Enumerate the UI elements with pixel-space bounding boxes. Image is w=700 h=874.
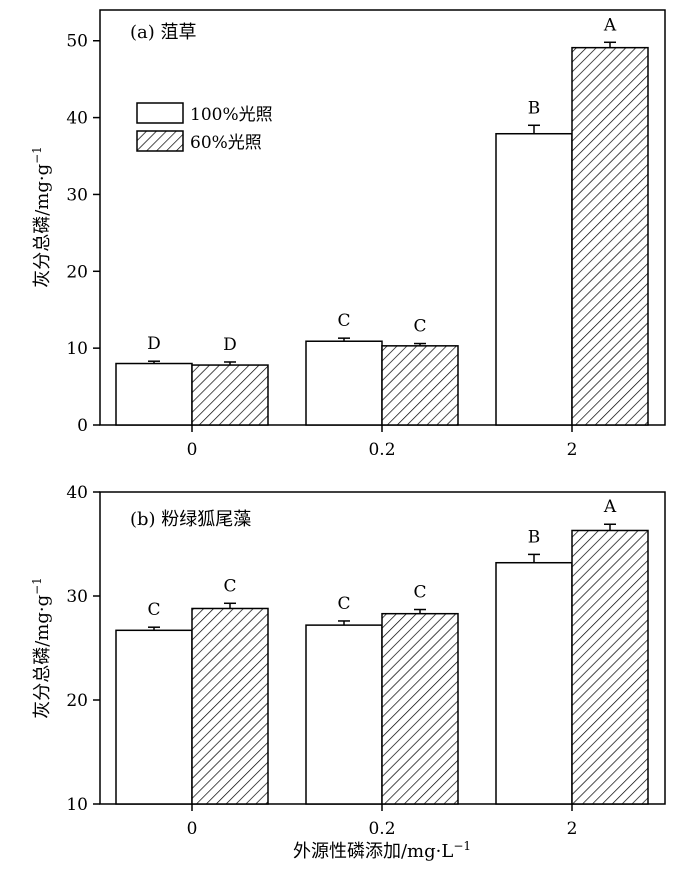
significance-letter: C: [337, 311, 350, 331]
bar-shade-0: [191, 607, 269, 805]
x-tick-label: 0: [187, 440, 198, 460]
bar-full-light-2: [495, 561, 573, 805]
significance-letter: B: [528, 527, 541, 547]
significance-letter: D: [147, 334, 161, 354]
bar-full-light-0: [115, 362, 193, 426]
y-tick-label: 10: [66, 339, 88, 359]
significance-letter: C: [337, 594, 350, 614]
legend: 100%光照 60%光照: [136, 102, 273, 153]
significance-letter: D: [223, 335, 237, 355]
significance-letter: B: [528, 98, 541, 118]
y-axis-label-b-text: 灰分总磷/mg·g: [32, 595, 53, 719]
y-tick-label: 10: [66, 795, 88, 815]
panel-title-a: (a) 菹草: [130, 22, 197, 43]
svg-text:灰分总磷/mg·g−1: 灰分总磷/mg·g−1: [30, 577, 53, 719]
y-axis-label-b: 灰分总磷/mg·g−1: [30, 577, 53, 719]
bar-full-light-2: [495, 132, 573, 426]
bars-b: C C B C C A: [115, 497, 649, 805]
x-ticks-b: 0 0.2 2: [187, 804, 578, 839]
y-tick-label: 30: [66, 185, 88, 205]
significance-letter: C: [147, 600, 160, 620]
legend-label-hatch: 60%光照: [190, 133, 262, 153]
y-tick-label: 20: [66, 691, 88, 711]
bar-shade-0.2: [381, 345, 459, 426]
significance-letter: C: [223, 576, 236, 596]
significance-letter: A: [603, 497, 617, 517]
bar-full-light-0.2: [305, 340, 383, 426]
significance-letter: C: [413, 317, 426, 337]
y-axis-label-a-sup: −1: [30, 146, 44, 164]
y-axis-label-a-text: 灰分总磷/mg·g: [32, 164, 53, 288]
x-tick-label: 0.2: [368, 819, 395, 839]
bar-full-light-0: [115, 629, 193, 805]
y-tick-label: 40: [66, 483, 88, 503]
bar-full-light-0.2: [305, 624, 383, 805]
bar-shade-2: [571, 529, 649, 805]
x-tick-label: 0: [187, 819, 198, 839]
bar-shade-0.2: [381, 612, 459, 805]
y-ticks-a: 0 10 20 30 40 50: [66, 32, 100, 436]
bar-shade-0: [191, 364, 269, 426]
legend-label-white: 100%光照: [190, 105, 273, 125]
legend-swatch-hatch: [136, 130, 184, 152]
y-axis-label-b-sup: −1: [30, 577, 44, 595]
significance-letter: A: [603, 15, 617, 35]
y-ticks-b: 10 20 30 40: [66, 483, 100, 815]
bars-a: D C B D C A: [115, 15, 649, 426]
y-axis-label-a: 灰分总磷/mg·g−1: [30, 146, 53, 288]
svg-text:灰分总磷/mg·g−1: 灰分总磷/mg·g−1: [30, 146, 53, 288]
significance-letter: C: [413, 583, 426, 603]
panel-title-b: (b) 粉绿狐尾藻: [130, 509, 251, 530]
x-axis-label-text: 外源性磷添加/mg·L: [293, 841, 453, 862]
y-tick-label: 40: [66, 109, 88, 129]
panel-a: (a) 菹草 灰分总磷/mg·g−1 100%光照 60%光照 D C B D C A 0…: [30, 9, 666, 460]
legend-swatch-white: [136, 102, 184, 124]
y-tick-label: 50: [66, 32, 88, 52]
y-tick-label: 0: [77, 416, 88, 436]
bar-shade-2: [571, 46, 649, 426]
x-axis-label-sup: −1: [453, 839, 471, 853]
x-tick-label: 2: [567, 819, 578, 839]
x-tick-label: 0.2: [368, 440, 395, 460]
y-tick-label: 20: [66, 262, 88, 282]
x-axis-label: 外源性磷添加/mg·L−1: [293, 839, 471, 862]
x-tick-label: 2: [567, 440, 578, 460]
y-tick-label: 30: [66, 587, 88, 607]
x-ticks-a: 0 0.2 2: [187, 425, 578, 460]
